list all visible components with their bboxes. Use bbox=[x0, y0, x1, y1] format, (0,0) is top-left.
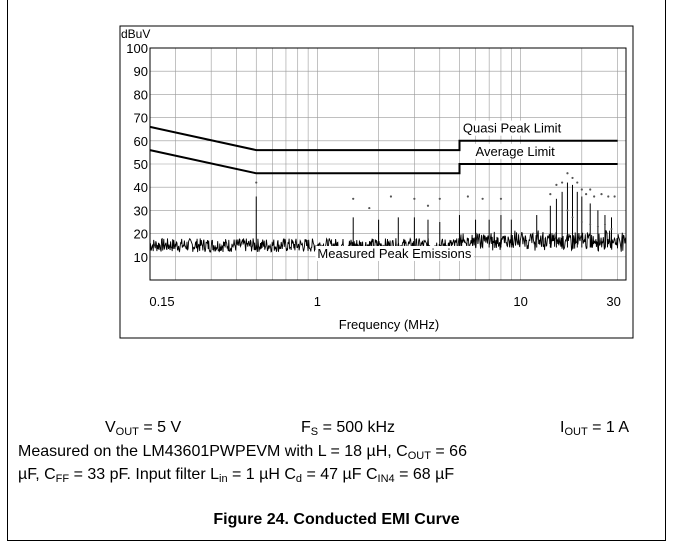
quasi-peak-marker bbox=[466, 195, 469, 198]
average-limit-line bbox=[149, 149, 618, 175]
average-limit-label-background bbox=[473, 143, 558, 159]
average-limit-label-group: Average Limit bbox=[473, 143, 558, 159]
measured-peak-emissions-label: Measured Peak Emissions bbox=[317, 246, 471, 261]
y-axis-label: dBuV bbox=[121, 27, 150, 41]
condition-vout: VOUT = 5 V bbox=[105, 419, 182, 438]
quasi-peak-marker bbox=[589, 188, 592, 191]
average-marker bbox=[589, 223, 592, 226]
y-tick-label: 100 bbox=[126, 41, 148, 56]
y-tick-label: 20 bbox=[134, 227, 148, 242]
quasi-peak-marker bbox=[580, 188, 583, 191]
quasi-peak-marker bbox=[571, 176, 574, 180]
measurement-note-line-2: µF, CFF = 33 pF. Input filter Lin = 1 µH… bbox=[18, 466, 455, 485]
quasi-peak-marker bbox=[255, 181, 258, 184]
quasi-peak-marker bbox=[600, 193, 603, 196]
y-tick-label: 40 bbox=[134, 180, 148, 195]
average-marker bbox=[610, 227, 613, 230]
quasi-peak-marker bbox=[561, 181, 564, 184]
x-axis-label: Frequency (MHz) bbox=[339, 317, 439, 332]
condition-fs: FS = 500 kHz bbox=[301, 419, 396, 438]
emission-spikes bbox=[255, 182, 612, 248]
average-marker bbox=[603, 223, 606, 226]
frame-bottom-border bbox=[7, 540, 666, 541]
quasi-peak-marker bbox=[593, 195, 596, 198]
y-tick-label: 10 bbox=[134, 250, 148, 265]
quasi-peak-limit-label-background bbox=[460, 120, 564, 136]
figure-caption: Figure 24. Conducted EMI Curve bbox=[213, 511, 460, 528]
measurement-note-line-1: Measured on the LM43601PWPEVM with L = 1… bbox=[18, 443, 467, 462]
average-marker bbox=[596, 225, 599, 228]
average-marker bbox=[580, 221, 583, 223]
quasi-peak-marker bbox=[499, 197, 503, 200]
quasi-peak-marker bbox=[585, 193, 588, 196]
quasi-peak-limit-line bbox=[149, 125, 618, 152]
quasi-peak-marker bbox=[426, 204, 430, 207]
measured-peak-emissions-label-group: Measured Peak Emissions bbox=[315, 245, 474, 261]
quasi-peak-marker bbox=[576, 181, 579, 184]
quasi-peak-marker bbox=[413, 197, 416, 200]
quasi-peak-limit-label: Quasi Peak Limit bbox=[463, 121, 562, 136]
quasi-peak-marker bbox=[555, 183, 558, 186]
average-marker bbox=[566, 209, 569, 212]
quasi-peak-marker bbox=[613, 195, 616, 198]
y-tick-label: 70 bbox=[134, 111, 148, 126]
quasi-peak-marker bbox=[438, 197, 441, 200]
measured-peak-emissions-label-background bbox=[315, 245, 474, 261]
quasi-peak-limit-label-group: Quasi Peak Limit bbox=[460, 120, 564, 136]
quasi-peak-marker bbox=[389, 195, 393, 198]
frame-right-border bbox=[665, 0, 666, 541]
quasi-peak-marker bbox=[607, 195, 610, 198]
x-tick-label: 0.15 bbox=[149, 294, 174, 309]
plot-area-border bbox=[149, 47, 627, 281]
y-tick-label: 80 bbox=[134, 87, 148, 102]
frame-left-border bbox=[7, 0, 8, 541]
y-tick-label: 60 bbox=[134, 134, 148, 149]
x-tick-label: 30 bbox=[606, 294, 620, 309]
x-tick-label: 10 bbox=[513, 294, 527, 309]
quasi-peak-marker bbox=[566, 172, 569, 175]
quasi-peak-marker bbox=[549, 193, 552, 196]
quasi-peak-marker bbox=[368, 206, 371, 210]
average-marker bbox=[571, 216, 574, 219]
y-tick-label: 90 bbox=[134, 64, 148, 79]
condition-iout: IOUT = 1 A bbox=[560, 419, 630, 438]
y-tick-label: 30 bbox=[134, 203, 148, 218]
y-tick-label: 50 bbox=[134, 157, 148, 172]
quasi-peak-marker bbox=[481, 197, 484, 200]
x-tick-label: 1 bbox=[314, 294, 321, 309]
average-limit-label: Average Limit bbox=[476, 144, 556, 159]
quasi-peak-marker bbox=[352, 197, 355, 200]
chart-panel-border bbox=[119, 25, 634, 339]
